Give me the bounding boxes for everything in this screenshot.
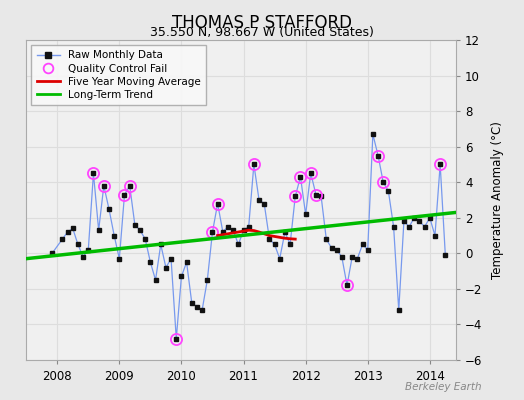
Y-axis label: Temperature Anomaly (°C): Temperature Anomaly (°C) (490, 121, 504, 279)
Text: THOMAS P STAFFORD: THOMAS P STAFFORD (172, 14, 352, 32)
Legend: Raw Monthly Data, Quality Control Fail, Five Year Moving Average, Long-Term Tren: Raw Monthly Data, Quality Control Fail, … (31, 45, 206, 105)
Text: 35.550 N, 98.667 W (United States): 35.550 N, 98.667 W (United States) (150, 26, 374, 39)
Text: Berkeley Earth: Berkeley Earth (406, 382, 482, 392)
